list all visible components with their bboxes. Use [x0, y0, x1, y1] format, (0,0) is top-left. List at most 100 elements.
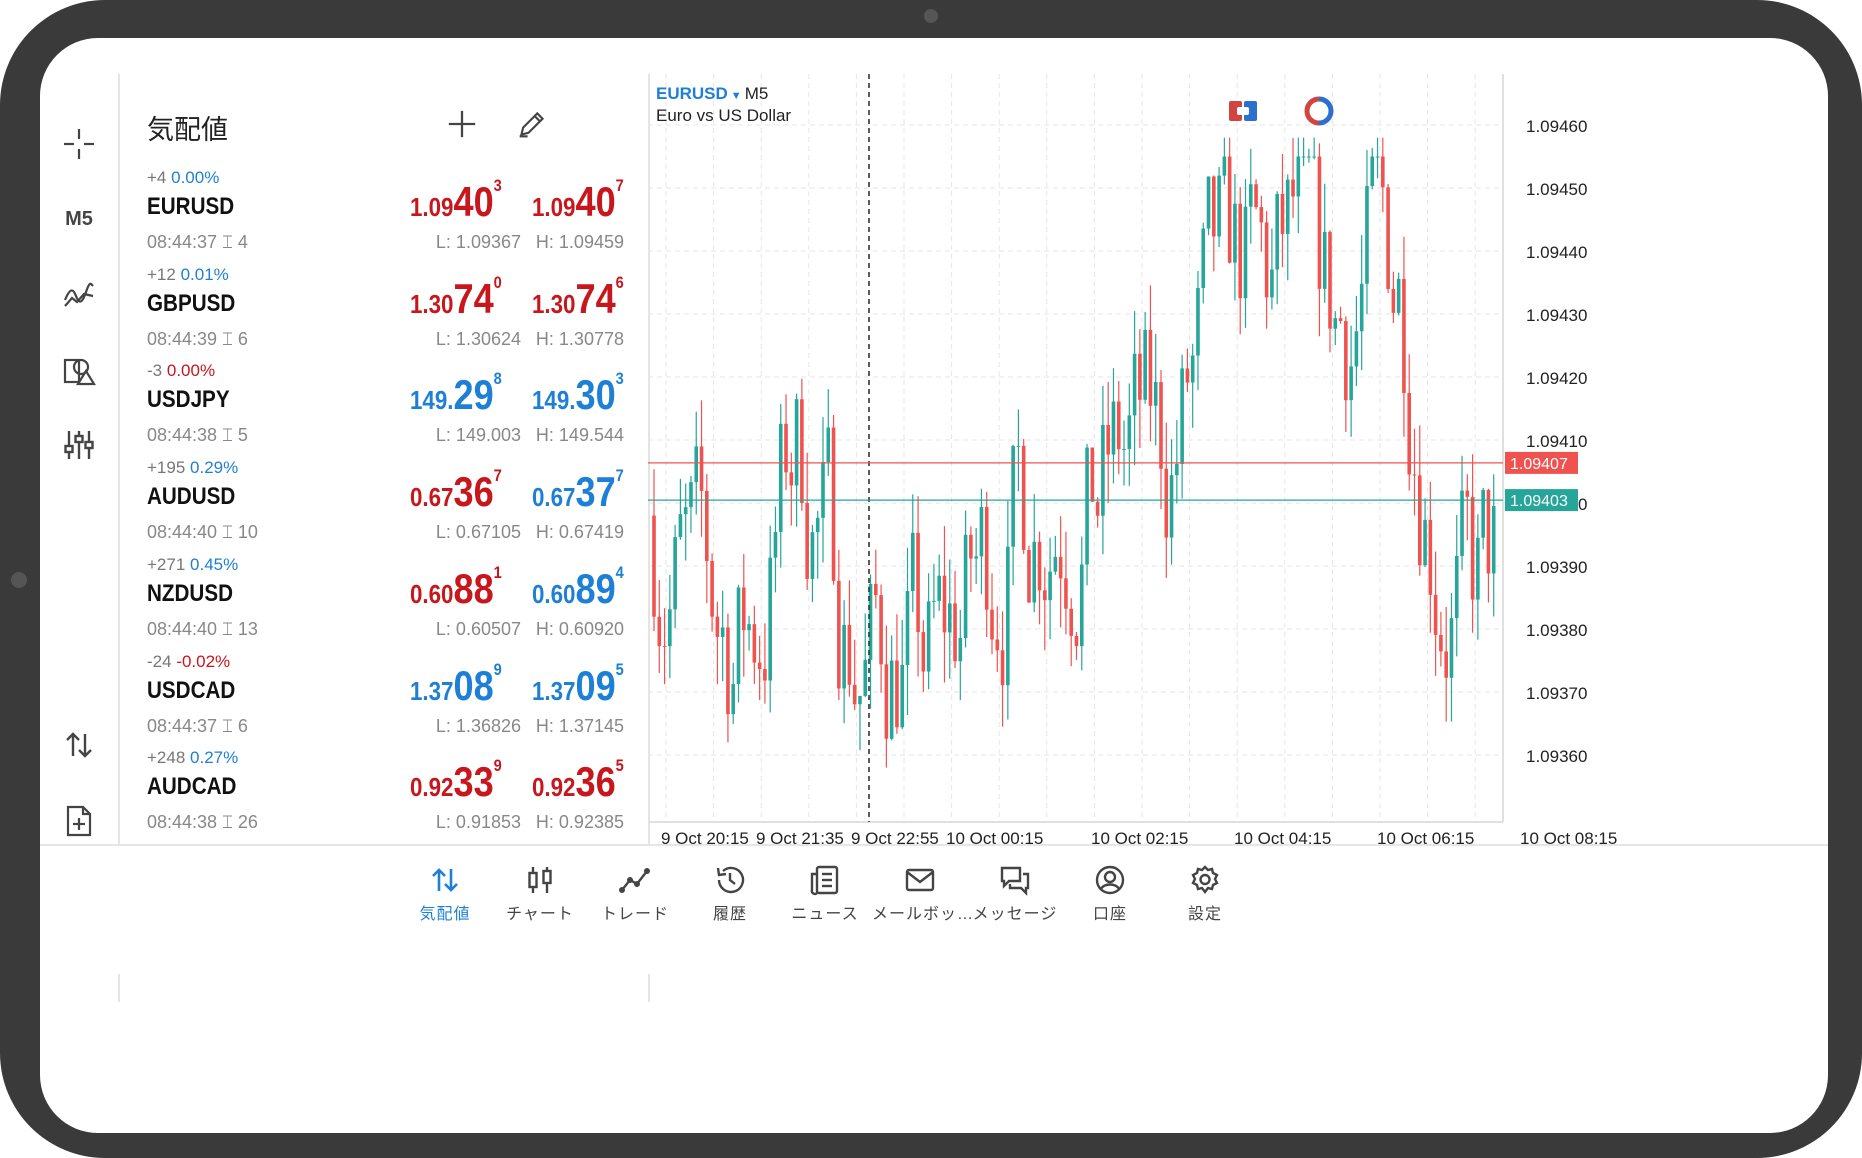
candle-body [652, 515, 656, 617]
candle-body [1106, 424, 1110, 455]
chart-symbol-selector[interactable]: EURUSD ▼ M5 [656, 84, 768, 104]
ask-price[interactable]: 1.37095 [532, 660, 624, 710]
indicators-icon[interactable] [54, 270, 104, 320]
objects-icon[interactable] [54, 346, 104, 396]
quote-row[interactable]: +4 0.00% EURUSD 08:44:37 ⌶ 4 1.09403 1.09407… [120, 160, 648, 275]
quote-row[interactable]: +271 0.45% NZDUSD 08:44:40 ⌶ 13 0.60881 0.60… [120, 547, 648, 662]
price-fraction: 7 [615, 466, 624, 486]
chart-symbol[interactable]: EURUSD [656, 84, 728, 103]
nav-item-news[interactable]: ニュース [777, 854, 873, 932]
candle-body [1196, 288, 1200, 356]
candle-body [1375, 156, 1380, 158]
nav-item-quotes[interactable]: 気配値 [397, 854, 493, 932]
quote-timestamp: 08:44:39 [147, 328, 218, 349]
change-points: +12 [147, 264, 176, 284]
quote-symbol: USDCAD [147, 676, 236, 704]
candle-body [1016, 445, 1021, 447]
bid-price[interactable]: 0.92339 [410, 756, 502, 806]
bid-price[interactable]: 1.30740 [410, 273, 502, 323]
bid-price[interactable]: 1.09403 [410, 176, 502, 226]
candle-body [1153, 382, 1158, 406]
candle-body [1439, 634, 1443, 652]
bid-price[interactable]: 149.298 [410, 369, 502, 419]
candle-body [1322, 231, 1327, 289]
nav-item-settings[interactable]: 設定 [1157, 854, 1253, 932]
price-fraction: 1 [493, 562, 502, 582]
quote-low: L: 0.67105 [435, 522, 521, 543]
nav-item-chart[interactable]: チャート [492, 854, 588, 932]
candle-body [1090, 447, 1095, 502]
price-fraction: 7 [615, 176, 624, 195]
nav-item-trade[interactable]: トレード [587, 854, 683, 932]
candle-body [1481, 489, 1485, 538]
candle-body [963, 534, 968, 639]
quote-time: 08:44:38 ⌶ 26 [147, 812, 258, 833]
candle-body [995, 639, 1000, 651]
quote-row[interactable]: -24 -0.02% USDCAD 08:44:37 ⌶ 6 1.37089 1.370… [120, 644, 648, 759]
candle-body [800, 399, 804, 503]
price-pips: 33 [453, 758, 494, 806]
ask-price[interactable]: 1.30746 [532, 272, 624, 323]
candle-body [1307, 156, 1311, 158]
quote-change: +4 0.00% [147, 168, 219, 188]
crosshair-icon[interactable] [54, 119, 104, 169]
one-click-trading-icon[interactable] [1228, 96, 1258, 126]
add-symbol-button[interactable] [442, 104, 482, 144]
quote-symbol: NZDUSD [147, 579, 233, 607]
bid-price[interactable]: 0.67367 [410, 466, 502, 516]
edit-list-button[interactable] [512, 104, 552, 144]
candle-body [1391, 288, 1396, 313]
ask-price[interactable]: 0.60894 [532, 563, 624, 613]
quote-spread: 5 [237, 425, 248, 446]
nav-item-history[interactable]: 履歴 [682, 854, 778, 932]
app-screen: M5 気配値 [40, 38, 1828, 1133]
candle-body [852, 684, 857, 705]
spread-icon: ⌶ [222, 232, 233, 252]
y-axis-tick-label: 1.09410 [1526, 432, 1587, 451]
candle-body [1407, 392, 1412, 475]
candle-body [726, 627, 730, 715]
candle-body [1116, 401, 1121, 450]
x-axis-tick-label: 10 Oct 08:15 [1520, 829, 1617, 848]
settings-sliders-icon[interactable] [54, 420, 104, 470]
bid-price[interactable]: 1.37089 [410, 660, 502, 710]
ask-price[interactable]: 0.92365 [532, 756, 624, 806]
candle-body [699, 446, 704, 491]
new-order-icon[interactable] [54, 796, 104, 846]
candle-body [1417, 475, 1422, 566]
ask-price[interactable]: 1.09407 [532, 176, 624, 226]
quote-timestamp: 08:44:40 [147, 522, 218, 543]
chart-area[interactable]: 1.09460 1.09450 1.09440 1.09430 1.09420 1.094… [648, 74, 1828, 880]
candle-body [1058, 556, 1063, 579]
candle-body [1048, 571, 1052, 601]
quote-row[interactable]: +195 0.29% AUDUSD 08:44:40 ⌶ 10 0.67367 0.67… [120, 450, 648, 565]
bid-price[interactable]: 0.60881 [410, 562, 502, 613]
quote-row[interactable]: +248 0.27% AUDCAD 08:44:38 ⌶ 26 0.92339 0.92… [120, 740, 648, 855]
candle-body [1370, 156, 1375, 187]
candle-body [705, 490, 709, 562]
nav-item-account[interactable]: 口座 [1062, 854, 1158, 932]
quote-spread: 6 [237, 328, 248, 349]
candle-body [910, 532, 915, 591]
trade-level-icon[interactable] [1304, 96, 1334, 126]
change-percent: 0.45% [190, 554, 239, 574]
candlestick-chart[interactable]: 1.09460 1.09450 1.09440 1.09430 1.09420 1.094… [648, 74, 1828, 880]
candle-body [778, 423, 783, 532]
swap-icon[interactable] [54, 720, 104, 770]
quote-row[interactable]: -3 0.00% USDJPY 08:44:38 ⌶ 5 149.298 149.303… [120, 353, 648, 468]
quote-row[interactable]: +12 0.01% GBPUSD 08:44:39 ⌶ 6 1.30740 1.3074… [120, 257, 648, 372]
candle-body [1317, 156, 1322, 289]
quote-high: H: 1.37145 [535, 715, 624, 736]
ask-price[interactable]: 0.67377 [532, 466, 624, 516]
candle-body [1037, 541, 1042, 591]
quote-low: L: 1.09367 [435, 232, 521, 252]
price-fraction: 6 [615, 272, 624, 292]
candle-body [1280, 193, 1285, 234]
candle-body [1206, 176, 1211, 229]
timeframe-button[interactable]: M5 [54, 194, 104, 244]
ask-price[interactable]: 149.303 [532, 369, 624, 419]
nav-item-mail[interactable]: メールボッ… [872, 854, 973, 932]
candle-body [1006, 546, 1010, 686]
nav-item-messages[interactable]: メッセージ [967, 854, 1063, 932]
